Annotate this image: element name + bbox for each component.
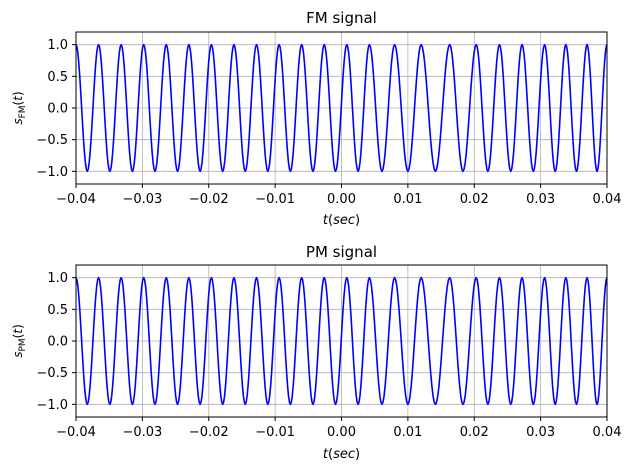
pm-x-tick-label: −0.04 <box>56 425 96 440</box>
fm-x-tick-label: 0.00 <box>327 192 356 207</box>
pm-y-tick-label: 0.5 <box>47 303 68 318</box>
pm-x-tick-label: −0.01 <box>255 425 295 440</box>
fm-y-tick-label: −0.5 <box>36 133 68 148</box>
fm-x-tick-label: −0.01 <box>255 192 295 207</box>
pm-x-axis-label: t(sec) <box>323 447 360 462</box>
pm-chart-title: PM signal <box>306 243 377 261</box>
fm-x-tick-label: 0.01 <box>393 192 422 207</box>
pm-x-tick-label: 0.02 <box>460 425 489 440</box>
pm-ticks: −0.04 −0.03 −0.02 −0.01 0.00 0.01 0.02 0.03 0.04… <box>36 271 621 440</box>
fm-x-tick-label: 0.03 <box>526 192 555 207</box>
pm-x-tick-label: −0.03 <box>122 425 162 440</box>
pm-y-tick-label: −1.0 <box>36 398 68 413</box>
fm-ticks: −0.04 −0.03 −0.02 −0.01 0.00 0.01 0.02 0.03 0.04… <box>36 38 621 207</box>
pm-y-axis-label: sPM(t) <box>11 324 28 358</box>
fm-signal-panel: −0.04 −0.03 −0.02 −0.01 0.00 0.01 0.02 0.03 0.04… <box>11 9 621 228</box>
fm-x-tick-label: −0.02 <box>189 192 229 207</box>
fm-x-tick-label: −0.03 <box>122 192 162 207</box>
pm-x-tick-label: 0.00 <box>327 425 356 440</box>
fm-chart-title: FM signal <box>306 9 377 27</box>
fm-signal-line <box>75 43 608 173</box>
fm-y-axis-label: sFM(t) <box>11 91 28 124</box>
pm-y-tick-label: 1.0 <box>47 271 68 286</box>
fm-y-tick-label: −1.0 <box>36 165 68 180</box>
pm-x-tick-label: −0.02 <box>189 425 229 440</box>
fm-x-tick-label: 0.02 <box>460 192 489 207</box>
pm-signal-panel: −0.04 −0.03 −0.02 −0.01 0.00 0.01 0.02 0.03 0.04… <box>11 243 621 462</box>
fm-x-tick-label: 0.04 <box>593 192 622 207</box>
fm-y-tick-label: 0.0 <box>47 102 68 117</box>
pm-series <box>75 276 608 406</box>
pm-x-tick-label: 0.04 <box>593 425 622 440</box>
pm-y-tick-label: 0.0 <box>47 335 68 350</box>
fm-y-tick-label: 1.0 <box>47 38 68 53</box>
fm-y-tick-label: 0.5 <box>47 70 68 85</box>
pm-y-tick-label: −0.5 <box>36 366 68 381</box>
pm-x-tick-label: 0.03 <box>526 425 555 440</box>
fm-series <box>75 43 608 173</box>
fm-x-tick-label: −0.04 <box>56 192 96 207</box>
fm-x-axis-label: t(sec) <box>323 213 360 228</box>
pm-x-tick-label: 0.01 <box>393 425 422 440</box>
pm-signal-line <box>75 276 608 406</box>
